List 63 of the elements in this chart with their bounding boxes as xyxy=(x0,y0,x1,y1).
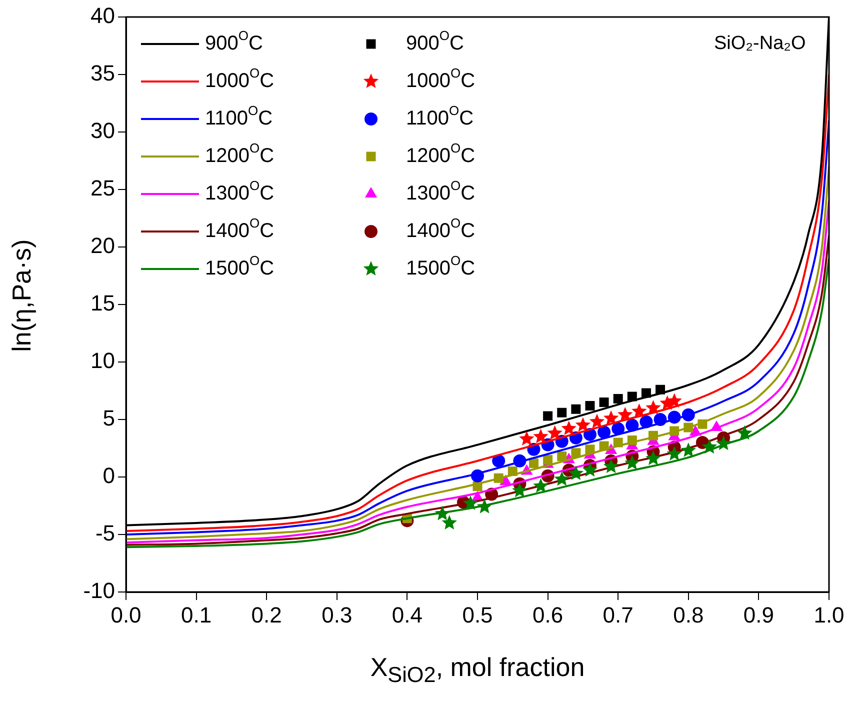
y-tick-label: 20 xyxy=(90,233,115,258)
x-axis-title: X$_{SiO2}$, mol fraction xyxy=(369,652,586,688)
point xyxy=(666,393,682,408)
point xyxy=(737,425,752,440)
point xyxy=(462,495,478,510)
x-tick-label: 0.8 xyxy=(673,602,704,628)
point xyxy=(519,431,534,446)
point xyxy=(557,408,567,418)
x-tick-label: 0.1 xyxy=(181,602,212,628)
y-tick-label: 35 xyxy=(90,60,115,86)
y-tick-label: -5 xyxy=(95,520,115,546)
y-tick-label: 5 xyxy=(102,406,115,431)
point xyxy=(702,439,718,454)
y-tick-label: 0 xyxy=(102,463,115,488)
x-tick-label: 0.3 xyxy=(322,602,352,628)
point xyxy=(632,403,647,418)
point xyxy=(666,446,682,460)
y-axis-title: ln(η,Pa·s) xyxy=(6,238,38,354)
x-tick-label: 0.5 xyxy=(462,602,493,628)
point xyxy=(476,498,492,514)
point xyxy=(528,458,538,468)
point xyxy=(434,506,450,520)
y-tick-label: -10 xyxy=(83,578,115,604)
point xyxy=(554,471,570,486)
x-tick-label: 0.9 xyxy=(743,602,774,628)
point xyxy=(561,420,576,436)
point xyxy=(716,436,732,450)
point xyxy=(618,406,633,422)
point xyxy=(613,394,623,404)
point xyxy=(603,410,619,425)
point xyxy=(547,425,562,440)
point xyxy=(568,466,584,480)
point xyxy=(624,455,640,470)
x-tick-label: 1.0 xyxy=(814,602,844,628)
point xyxy=(533,478,548,493)
y-tick-label: 15 xyxy=(90,290,115,316)
point xyxy=(582,462,598,477)
y-tick-label: 30 xyxy=(90,118,115,144)
point xyxy=(585,400,595,410)
point xyxy=(646,400,661,414)
x-tick-label: 0.4 xyxy=(392,602,422,628)
point xyxy=(589,414,605,428)
point xyxy=(680,442,696,458)
x-tick-label: 0.7 xyxy=(602,602,634,628)
point xyxy=(599,398,609,407)
point xyxy=(557,452,567,462)
x-tick-label: 0.2 xyxy=(251,602,282,628)
point xyxy=(603,458,619,474)
x-tick-label: 0.6 xyxy=(532,602,564,628)
point xyxy=(533,428,548,444)
y-tick-label: 40 xyxy=(90,3,115,28)
point xyxy=(543,455,553,464)
point xyxy=(575,417,591,432)
point xyxy=(512,482,528,498)
x-tick-label: 0.0 xyxy=(110,602,142,628)
point xyxy=(571,404,581,414)
text: SiO₂-Na₂O xyxy=(714,33,806,54)
point xyxy=(442,515,457,530)
y-tick-label: 10 xyxy=(90,348,115,374)
point xyxy=(543,411,553,421)
point xyxy=(571,448,581,458)
y-tick-label: 25 xyxy=(90,176,115,201)
point xyxy=(646,450,661,466)
